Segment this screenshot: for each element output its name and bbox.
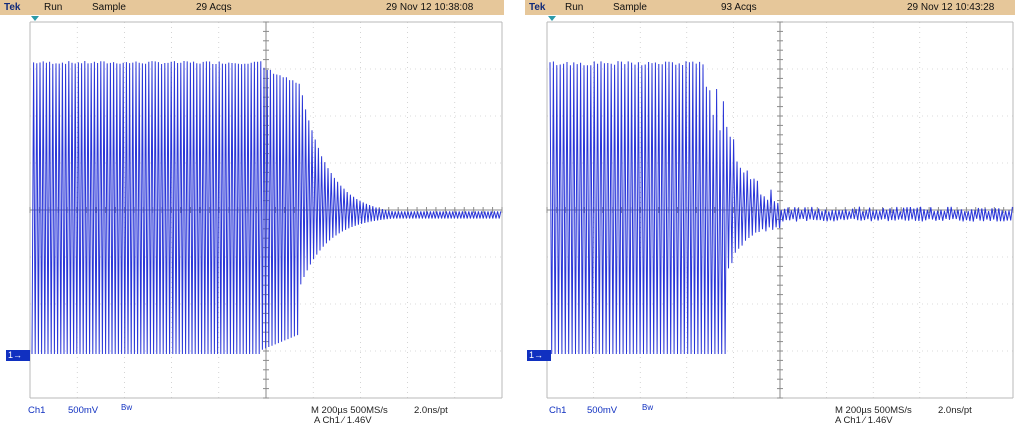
run-state: Run (565, 0, 583, 15)
resolution-readout: 2.0ns/pt (414, 405, 448, 416)
waveform-display (0, 15, 504, 400)
timestamp: 29 Nov 12 10:43:28 (907, 0, 994, 15)
status-bar: Tek Run Sample 93 Acqs 29 Nov 12 10:43:2… (525, 0, 1015, 15)
ch1-ground-marker[interactable]: 1→ (6, 350, 30, 361)
bandwidth-limit-icon: Bw (642, 403, 653, 412)
channel-label: Ch1 (549, 405, 566, 416)
ch1-waveform (550, 61, 1012, 354)
ch1-ground-marker[interactable]: 1→ (527, 350, 551, 361)
volts-per-div: 500mV (68, 405, 98, 416)
readout-bar: Ch1 500mV Bw M 200µs 500MS/s 2.0ns/pt A … (0, 399, 504, 425)
trigger-readout: A Ch1 ⁄ 1.46V (314, 415, 372, 426)
brand-label: Tek (529, 0, 546, 15)
channel-label: Ch1 (28, 405, 45, 416)
status-bar: Tek Run Sample 29 Acqs 29 Nov 12 10:38:0… (0, 0, 504, 15)
scope-screen-left: Tek Run Sample 29 Acqs 29 Nov 12 10:38:0… (0, 0, 504, 425)
trigger-readout: A Ch1 ⁄ 1.46V (835, 415, 893, 426)
readout-bar: Ch1 500mV Bw M 200µs 500MS/s 2.0ns/pt A … (525, 399, 1015, 425)
run-state: Run (44, 0, 62, 15)
acq-count: 93 Acqs (721, 0, 757, 15)
resolution-readout: 2.0ns/pt (938, 405, 972, 416)
waveform-display (525, 15, 1015, 400)
acq-mode: Sample (613, 0, 647, 15)
scope-screen-right: Tek Run Sample 93 Acqs 29 Nov 12 10:43:2… (525, 0, 1015, 425)
timestamp: 29 Nov 12 10:38:08 (386, 0, 473, 15)
acq-mode: Sample (92, 0, 126, 15)
acq-count: 29 Acqs (196, 0, 232, 15)
bandwidth-limit-icon: Bw (121, 403, 132, 412)
brand-label: Tek (4, 0, 21, 15)
volts-per-div: 500mV (587, 405, 617, 416)
